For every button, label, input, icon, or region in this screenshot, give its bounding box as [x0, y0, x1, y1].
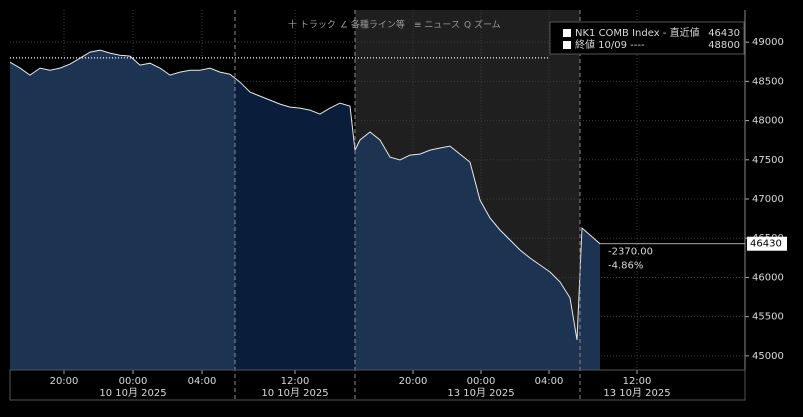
x-tick-label: 20:00 [399, 376, 428, 387]
toolbar-item[interactable]: 十 トラック [288, 19, 336, 31]
x-tick-label: 04:00 [188, 376, 217, 387]
x-date-label: 10 10月 2025 [261, 387, 328, 399]
legend-swatch [563, 41, 571, 49]
last-value-box [747, 236, 787, 251]
legend-value: 46430 [708, 28, 740, 39]
x-date-label: 13 10月 2025 [447, 387, 514, 399]
legend-label: NK1 COMB Index - 直近値 [575, 26, 700, 39]
x-tick-label: 12:00 [281, 376, 310, 387]
change-label: -2370.00 [608, 247, 653, 258]
x-date-label: 13 10月 2025 [603, 387, 670, 399]
x-date-label: 10 10月 2025 [99, 387, 166, 399]
y-tick-label: 48000 [752, 116, 784, 127]
legend-label: 終値 10/09 ---- [575, 38, 645, 51]
x-tick-label: 00:00 [467, 376, 496, 387]
toolbar-item[interactable]: ≡ ニュース [414, 21, 460, 31]
y-tick-label: 45000 [752, 351, 784, 362]
area [235, 78, 355, 370]
line [9, 49, 601, 340]
legend: NK1 COMB Index - 直近値 46430 終値 10/09 ----… [549, 21, 745, 55]
y-tick-label: 46000 [752, 272, 784, 283]
legend-value: 48800 [708, 40, 740, 51]
y-tick-label: 47500 [752, 155, 784, 166]
last-value-label: 46430 [750, 239, 782, 250]
toolbar-item[interactable]: ∠ 各種ライン等 [340, 19, 405, 31]
change-pct-label: -4.86% [608, 261, 643, 272]
axis-frame [9, 369, 746, 401]
legend-box [549, 21, 745, 55]
y-tick-label: 45500 [752, 312, 784, 323]
x-tick-label: 00:00 [119, 376, 148, 387]
y-tick-label: 48500 [752, 76, 784, 87]
toolbar: 十 トラック ∠ 各種ライン等 ≡ ニュース Q ズーム [288, 19, 501, 31]
x-tick-label: 12:00 [623, 376, 652, 387]
toolbar-item[interactable]: Q ズーム [464, 19, 501, 31]
y-tick-label: 49000 [752, 37, 784, 48]
y-tick-label: 47000 [752, 194, 784, 205]
x-tick-label: 04:00 [535, 376, 564, 387]
plot: 4500045500460004650047000475004800048500… [9, 10, 787, 401]
legend-swatch [563, 29, 571, 37]
x-tick-label: 20:00 [50, 376, 79, 387]
